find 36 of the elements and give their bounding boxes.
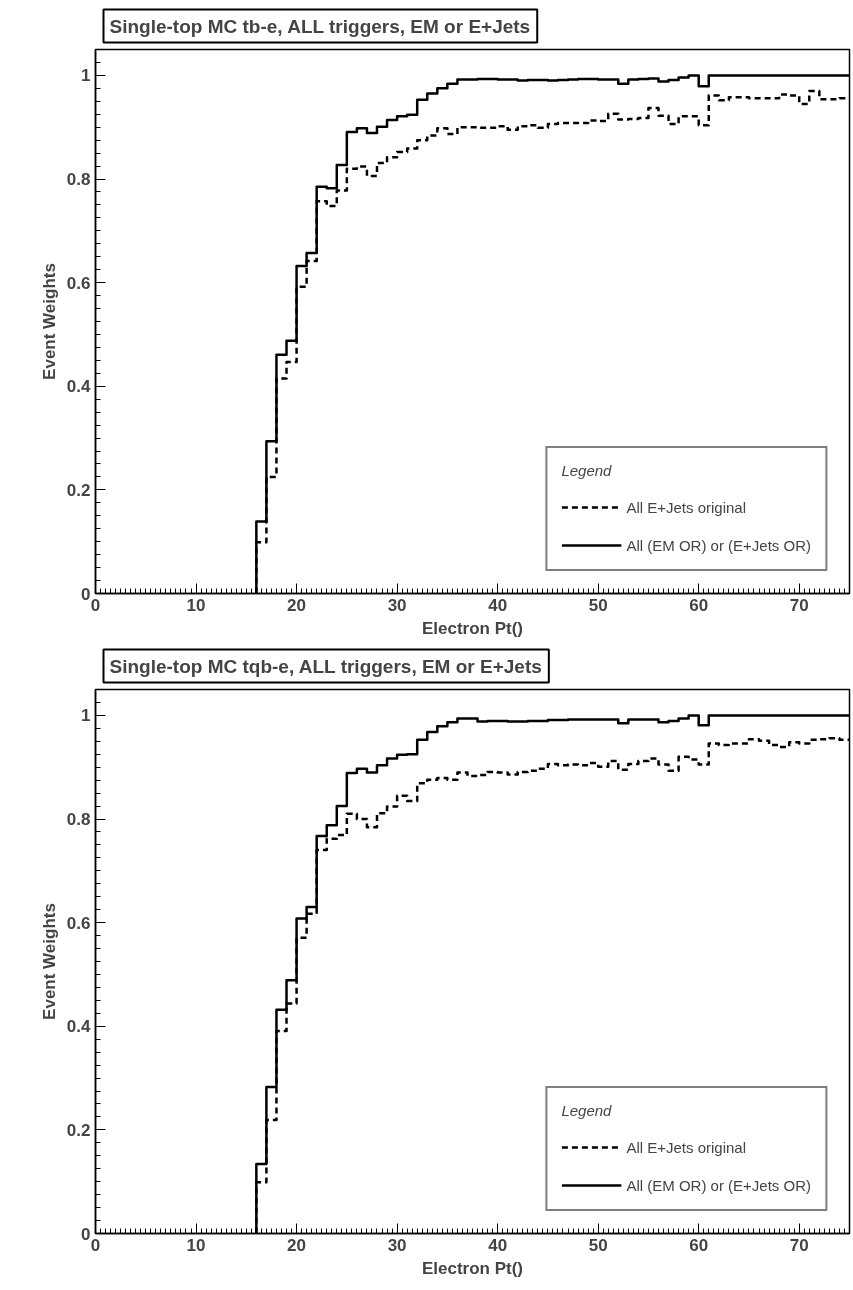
y-tick-label: 0.4 [66,1017,92,1037]
x-axis-title: Electron Pt() [421,1258,524,1278]
legend-title: Legend [561,462,613,479]
legend-label: All (EM OR) or (E+Jets OR) [626,536,811,554]
y-tick-label: 1 [81,66,91,86]
y-tick-label: 0.8 [66,810,91,830]
x-tick-label: 70 [789,1235,809,1255]
x-tick-label: 40 [488,595,508,615]
x-tick-label: 70 [789,595,809,615]
legend-title: Legend [561,1102,613,1119]
x-axis-title: Electron Pt() [421,618,524,638]
x-tick-label: 10 [186,595,206,615]
chart-title: Single-top MC tqb-e, ALL triggers, EM or E+Jets [109,655,542,677]
x-tick-label: 50 [588,595,608,615]
x-tick-label: 50 [588,1235,608,1255]
y-axis-title: Event Weights [39,903,59,1020]
y-tick-label: 0.6 [66,913,91,933]
y-tick-label: 0.8 [66,170,91,190]
chart-title: Single-top MC tb-e, ALL triggers, EM or E+Jets [109,15,531,37]
x-tick-label: 60 [689,1235,709,1255]
y-tick-label: 0.2 [66,480,91,500]
y-tick-label: 0.4 [66,377,92,397]
y-axis-title: Event Weights [39,263,59,380]
y-tick-label: 0.2 [66,1120,91,1140]
x-tick-label: 60 [689,595,709,615]
x-tick-label: 20 [287,1235,307,1255]
x-tick-label: 30 [387,595,407,615]
x-tick-label: 30 [387,1235,407,1255]
x-tick-label: 20 [287,595,307,615]
legend-label: All E+Jets original [626,1138,747,1156]
y-tick-label: 1 [81,706,91,726]
legend-label: All E+Jets original [626,498,747,516]
x-tick-label: 40 [488,1235,508,1255]
y-tick-label: 0.6 [66,273,91,293]
legend-label: All (EM OR) or (E+Jets OR) [626,1176,811,1194]
x-tick-label: 10 [186,1235,206,1255]
